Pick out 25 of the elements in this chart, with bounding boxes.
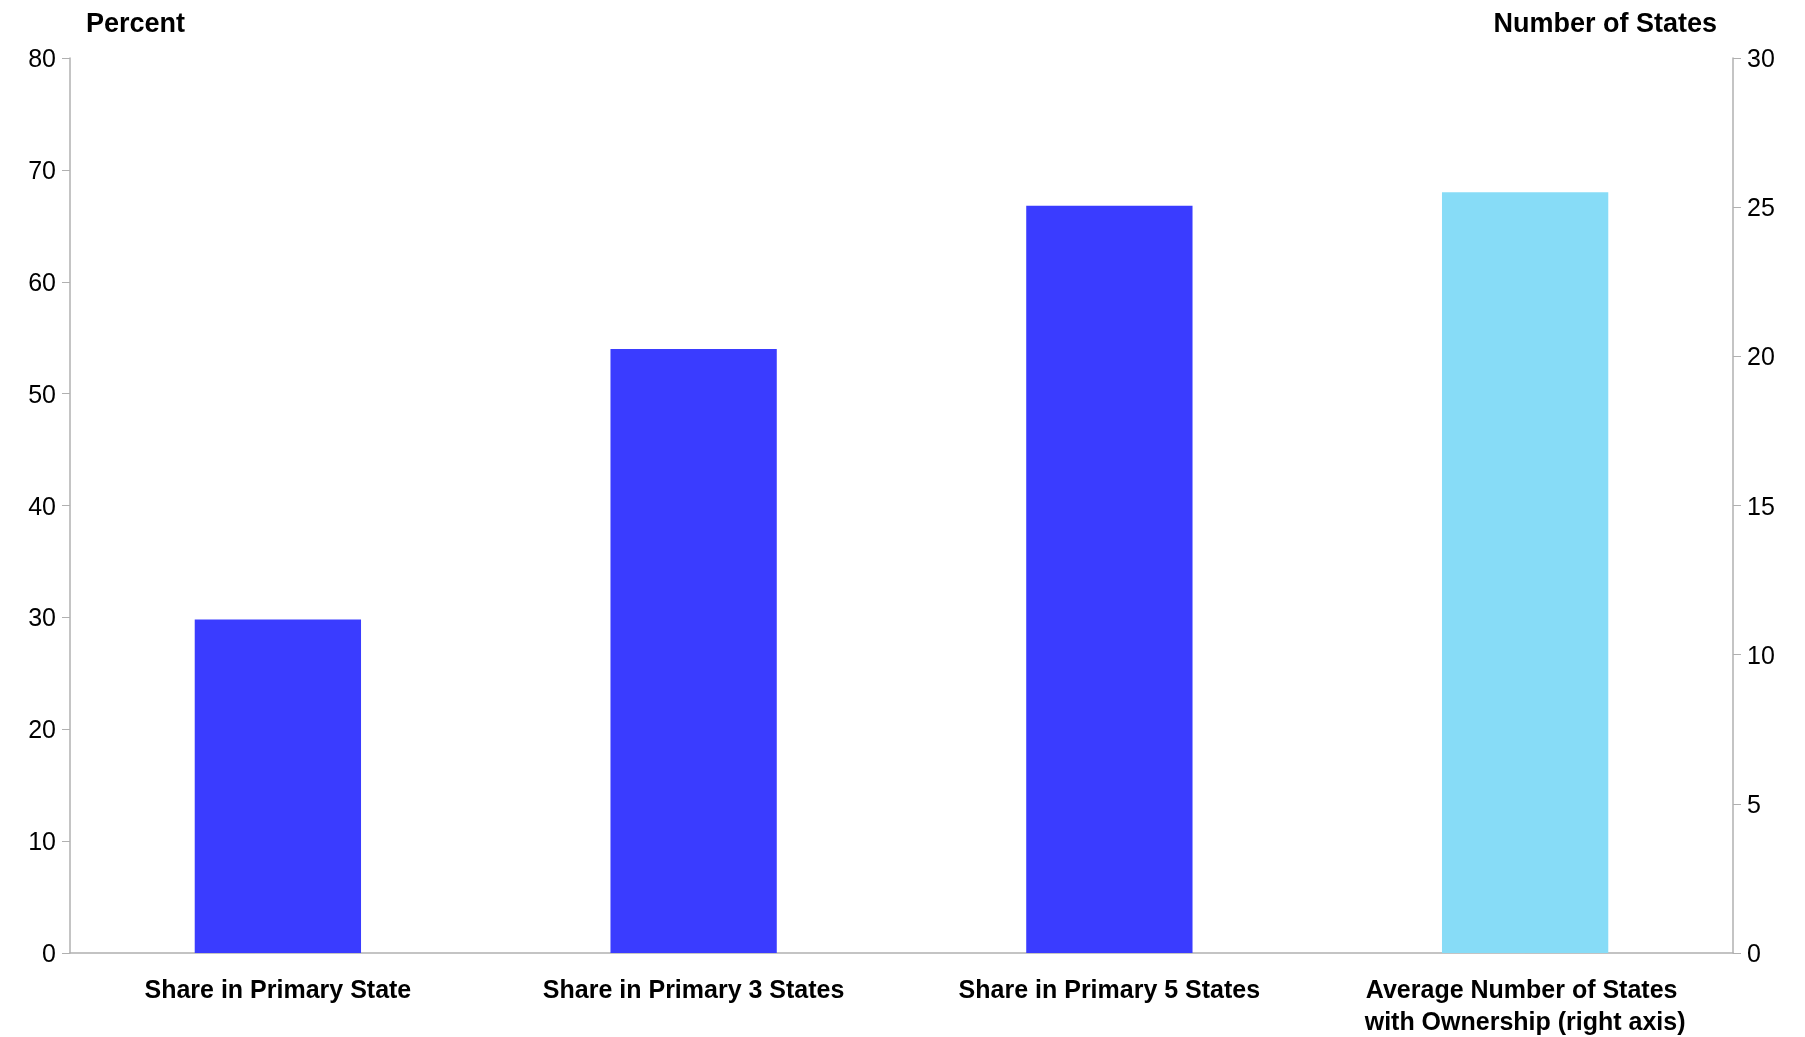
x-tick-label: Share in Primary State — [144, 975, 412, 1003]
y-tick-label: 20 — [28, 715, 56, 744]
y2-tick-label: 0 — [1747, 939, 1761, 967]
y-tick-label: 80 — [28, 44, 56, 72]
y2-tick-label: 25 — [1747, 193, 1775, 222]
y2-tick-label: 10 — [1747, 640, 1775, 669]
bar — [194, 619, 362, 953]
y2-tick-label: 5 — [1747, 789, 1761, 818]
y2-axis-title: Number of States — [1493, 7, 1717, 38]
y2-tick-label: 20 — [1747, 342, 1775, 371]
y-tick-label: 70 — [28, 155, 56, 184]
y-tick-label: 30 — [28, 603, 56, 632]
y2-tick-label: 30 — [1747, 44, 1775, 72]
y-tick-label: 50 — [28, 379, 56, 408]
bar — [1026, 205, 1193, 953]
y-axis-title: Percent — [86, 7, 186, 38]
x-tick-label: Share in Primary 5 States — [958, 975, 1261, 1003]
bar — [610, 348, 777, 953]
y-tick-label: 0 — [42, 939, 56, 967]
y-tick-label: 10 — [28, 827, 56, 856]
x-tick-label: Share in Primary 3 States — [542, 975, 845, 1003]
y2-tick-label: 15 — [1747, 491, 1775, 520]
y-tick-label: 40 — [28, 491, 56, 520]
y-tick-label: 60 — [28, 267, 56, 296]
x-tick-label: Average Number of States with Ownership (right axis) — [1363, 975, 1686, 1035]
